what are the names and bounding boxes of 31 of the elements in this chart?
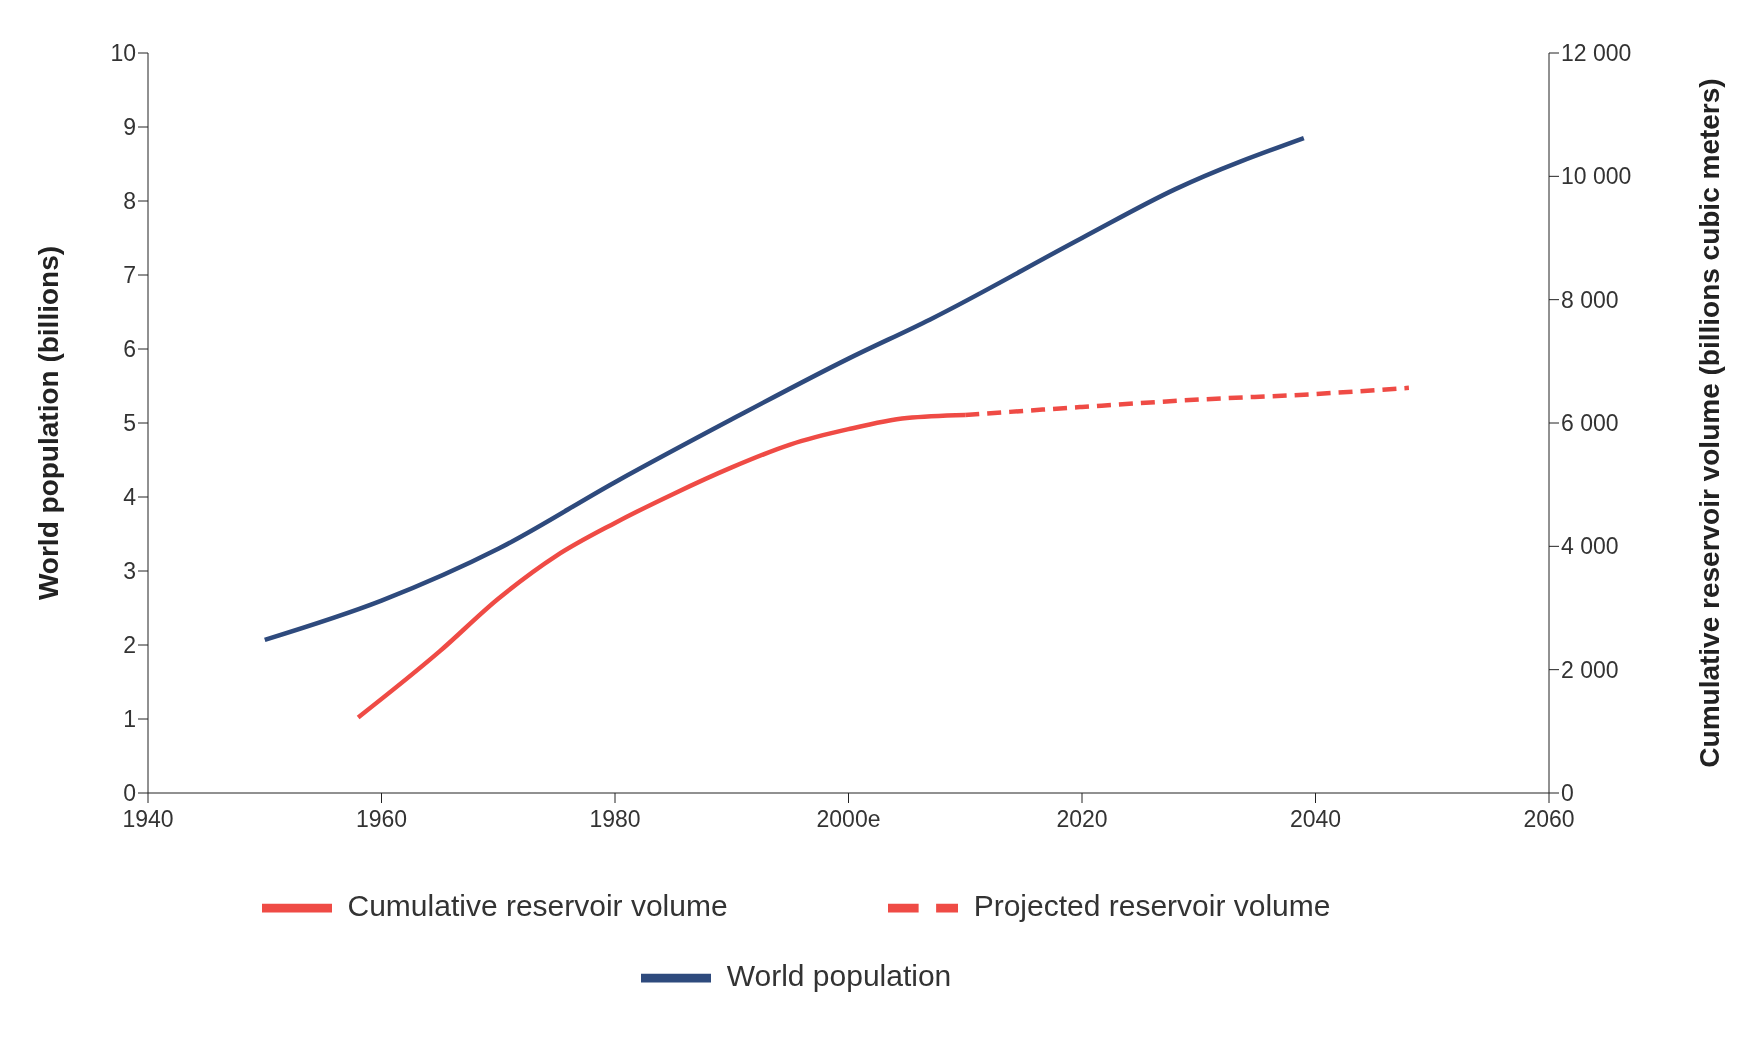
x-tick-label: 2040	[1289, 806, 1342, 833]
y-tick-label: 5	[123, 410, 136, 437]
y-tick-label: 3	[123, 558, 136, 585]
legend-label: World population	[726, 958, 952, 992]
y-tick-label: 1	[123, 706, 136, 733]
y2-tick-label: 6 000	[1561, 410, 1619, 437]
y2-tick-label: 0	[1561, 780, 1574, 807]
y2-tick-label: 4 000	[1561, 533, 1619, 560]
y-tick-label: 6	[123, 336, 136, 363]
y2-tick-label: 2 000	[1561, 656, 1619, 683]
x-tick-label: 2020	[1056, 806, 1108, 833]
y2-tick-label: 10 000	[1561, 163, 1632, 190]
y-axis-title: World population (billions)	[32, 245, 64, 601]
legend-label: Cumulative reservoir volume	[347, 888, 728, 922]
y2-tick-label: 8 000	[1561, 286, 1619, 313]
x-tick-label: 1960	[355, 806, 408, 833]
x-tick-label: 2000e	[816, 806, 881, 833]
legend-label: Projected reservoir volume	[973, 888, 1331, 922]
y-tick-label: 0	[123, 780, 136, 807]
y-tick-label: 10	[110, 40, 136, 67]
y-tick-label: 2	[123, 632, 136, 659]
x-tick-label: 1940	[122, 806, 174, 833]
y2-tick-label: 12 000	[1561, 40, 1632, 67]
line-series	[262, 135, 1307, 643]
y2-axis-title: Cumulative reservoir volume (billions cubic meters)	[1693, 78, 1725, 768]
y-tick-label: 4	[123, 484, 137, 511]
x-tick-label: 2060	[1523, 806, 1575, 833]
x-tick-label: 1980	[589, 806, 641, 833]
y-tick-label: 7	[123, 262, 136, 289]
y-tick-label: 8	[123, 188, 136, 215]
y-tick-label: 9	[123, 114, 136, 141]
